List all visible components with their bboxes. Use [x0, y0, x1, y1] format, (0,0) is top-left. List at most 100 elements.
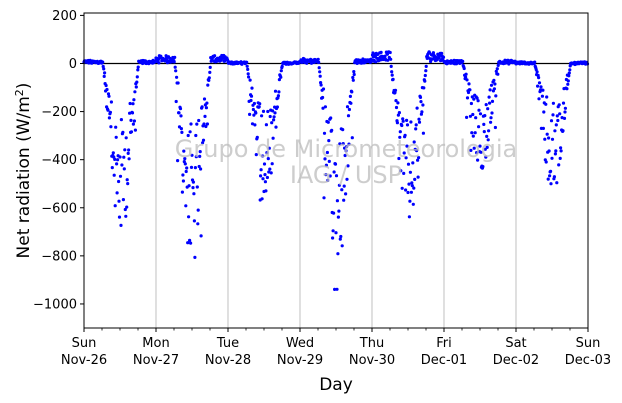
data-point — [415, 149, 419, 153]
data-point — [201, 138, 206, 142]
data-point — [135, 75, 139, 79]
data-point — [391, 77, 395, 81]
data-point — [125, 205, 129, 209]
data-point — [481, 165, 485, 169]
data-point — [327, 139, 331, 143]
data-point — [279, 69, 283, 73]
data-point — [134, 85, 138, 89]
data-point — [390, 70, 394, 74]
data-point — [316, 57, 320, 61]
data-point — [476, 99, 480, 103]
data-point — [108, 110, 112, 114]
data-point — [345, 177, 349, 181]
data-point — [488, 101, 492, 105]
data-point — [545, 132, 549, 136]
data-point — [185, 166, 189, 170]
data-point — [489, 120, 493, 124]
data-point — [193, 166, 197, 170]
data-point — [105, 87, 109, 92]
data-point — [317, 60, 321, 64]
data-point — [441, 55, 446, 59]
data-point — [390, 73, 394, 77]
data-point — [417, 120, 422, 124]
data-point — [558, 156, 562, 160]
data-point — [124, 136, 128, 140]
data-point — [106, 108, 110, 112]
data-point — [466, 90, 471, 95]
data-point — [319, 81, 323, 85]
data-point — [541, 88, 545, 92]
y-tick-label: −200 — [41, 105, 77, 120]
data-point — [549, 169, 553, 173]
data-point — [199, 234, 203, 238]
data-point — [375, 56, 379, 60]
data-point — [399, 169, 403, 173]
data-point — [490, 99, 495, 103]
data-point — [402, 151, 406, 155]
data-point — [404, 188, 408, 192]
data-point — [205, 101, 209, 105]
data-point — [533, 60, 537, 64]
data-point — [119, 223, 123, 227]
data-point — [128, 111, 132, 115]
data-point — [324, 163, 328, 167]
data-point — [550, 137, 555, 141]
data-point — [401, 119, 405, 123]
data-point — [208, 65, 212, 69]
data-point — [246, 67, 250, 71]
data-point — [338, 142, 342, 146]
data-point — [249, 94, 254, 98]
data-point — [489, 83, 494, 87]
data-point — [334, 174, 339, 178]
data-point — [254, 111, 258, 115]
data-point — [305, 61, 309, 65]
data-point — [321, 106, 325, 110]
data-point — [202, 97, 207, 101]
data-point — [198, 150, 202, 154]
y-tick-label: −600 — [41, 201, 77, 216]
data-point — [257, 105, 261, 109]
data-point — [413, 177, 417, 181]
data-point — [207, 76, 211, 80]
data-point — [178, 107, 183, 111]
data-point — [542, 110, 546, 114]
data-point — [264, 123, 268, 127]
data-point — [188, 130, 192, 134]
data-point — [423, 79, 427, 83]
y-tick-label: 0 — [69, 57, 77, 72]
data-point — [409, 190, 413, 194]
data-point — [101, 60, 105, 64]
data-point — [271, 136, 275, 140]
data-point — [268, 167, 272, 171]
data-point — [114, 125, 118, 129]
data-point — [125, 178, 129, 182]
data-point — [403, 133, 407, 137]
data-point — [207, 78, 211, 82]
data-point — [276, 94, 280, 98]
grid-lines — [155, 13, 517, 328]
data-point — [402, 171, 406, 175]
data-point — [107, 116, 111, 120]
x-tick-day: Sat — [505, 336, 526, 351]
data-point — [388, 50, 392, 55]
data-point — [422, 86, 426, 90]
data-point — [115, 162, 119, 166]
data-points — [82, 50, 590, 291]
data-point — [379, 50, 383, 55]
data-point — [537, 81, 542, 85]
data-point — [183, 162, 187, 166]
data-point — [198, 154, 202, 158]
data-point — [401, 117, 405, 121]
data-point — [180, 190, 184, 194]
data-point — [566, 79, 570, 83]
data-point — [253, 123, 257, 127]
data-point — [277, 90, 281, 94]
data-point — [546, 177, 550, 181]
data-point — [102, 67, 106, 71]
data-point — [180, 130, 184, 134]
data-point — [132, 98, 136, 102]
data-point — [492, 87, 496, 91]
data-point — [465, 115, 469, 119]
data-point — [483, 114, 487, 118]
data-point — [274, 125, 278, 129]
